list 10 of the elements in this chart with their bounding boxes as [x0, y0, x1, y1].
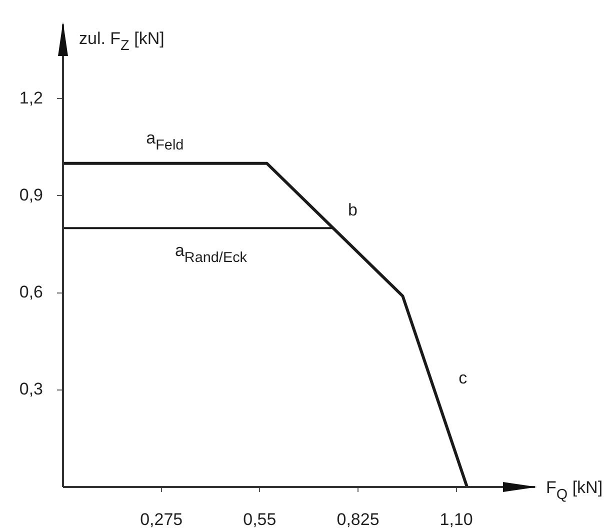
annotation: b	[348, 200, 358, 220]
y-tick-label: 0,6	[19, 282, 43, 302]
x-tick-label: 1,10	[440, 510, 473, 529]
y-tick-label: 0,9	[19, 185, 43, 204]
annotation: c	[458, 368, 468, 388]
x-tick-label: 0,55	[243, 510, 276, 529]
y-tick-label: 0,3	[19, 380, 43, 399]
x-tick-label: 0,825	[336, 510, 380, 529]
x-tick-label: 0,275	[140, 510, 183, 529]
y-tick-label: 1,2	[19, 88, 43, 108]
